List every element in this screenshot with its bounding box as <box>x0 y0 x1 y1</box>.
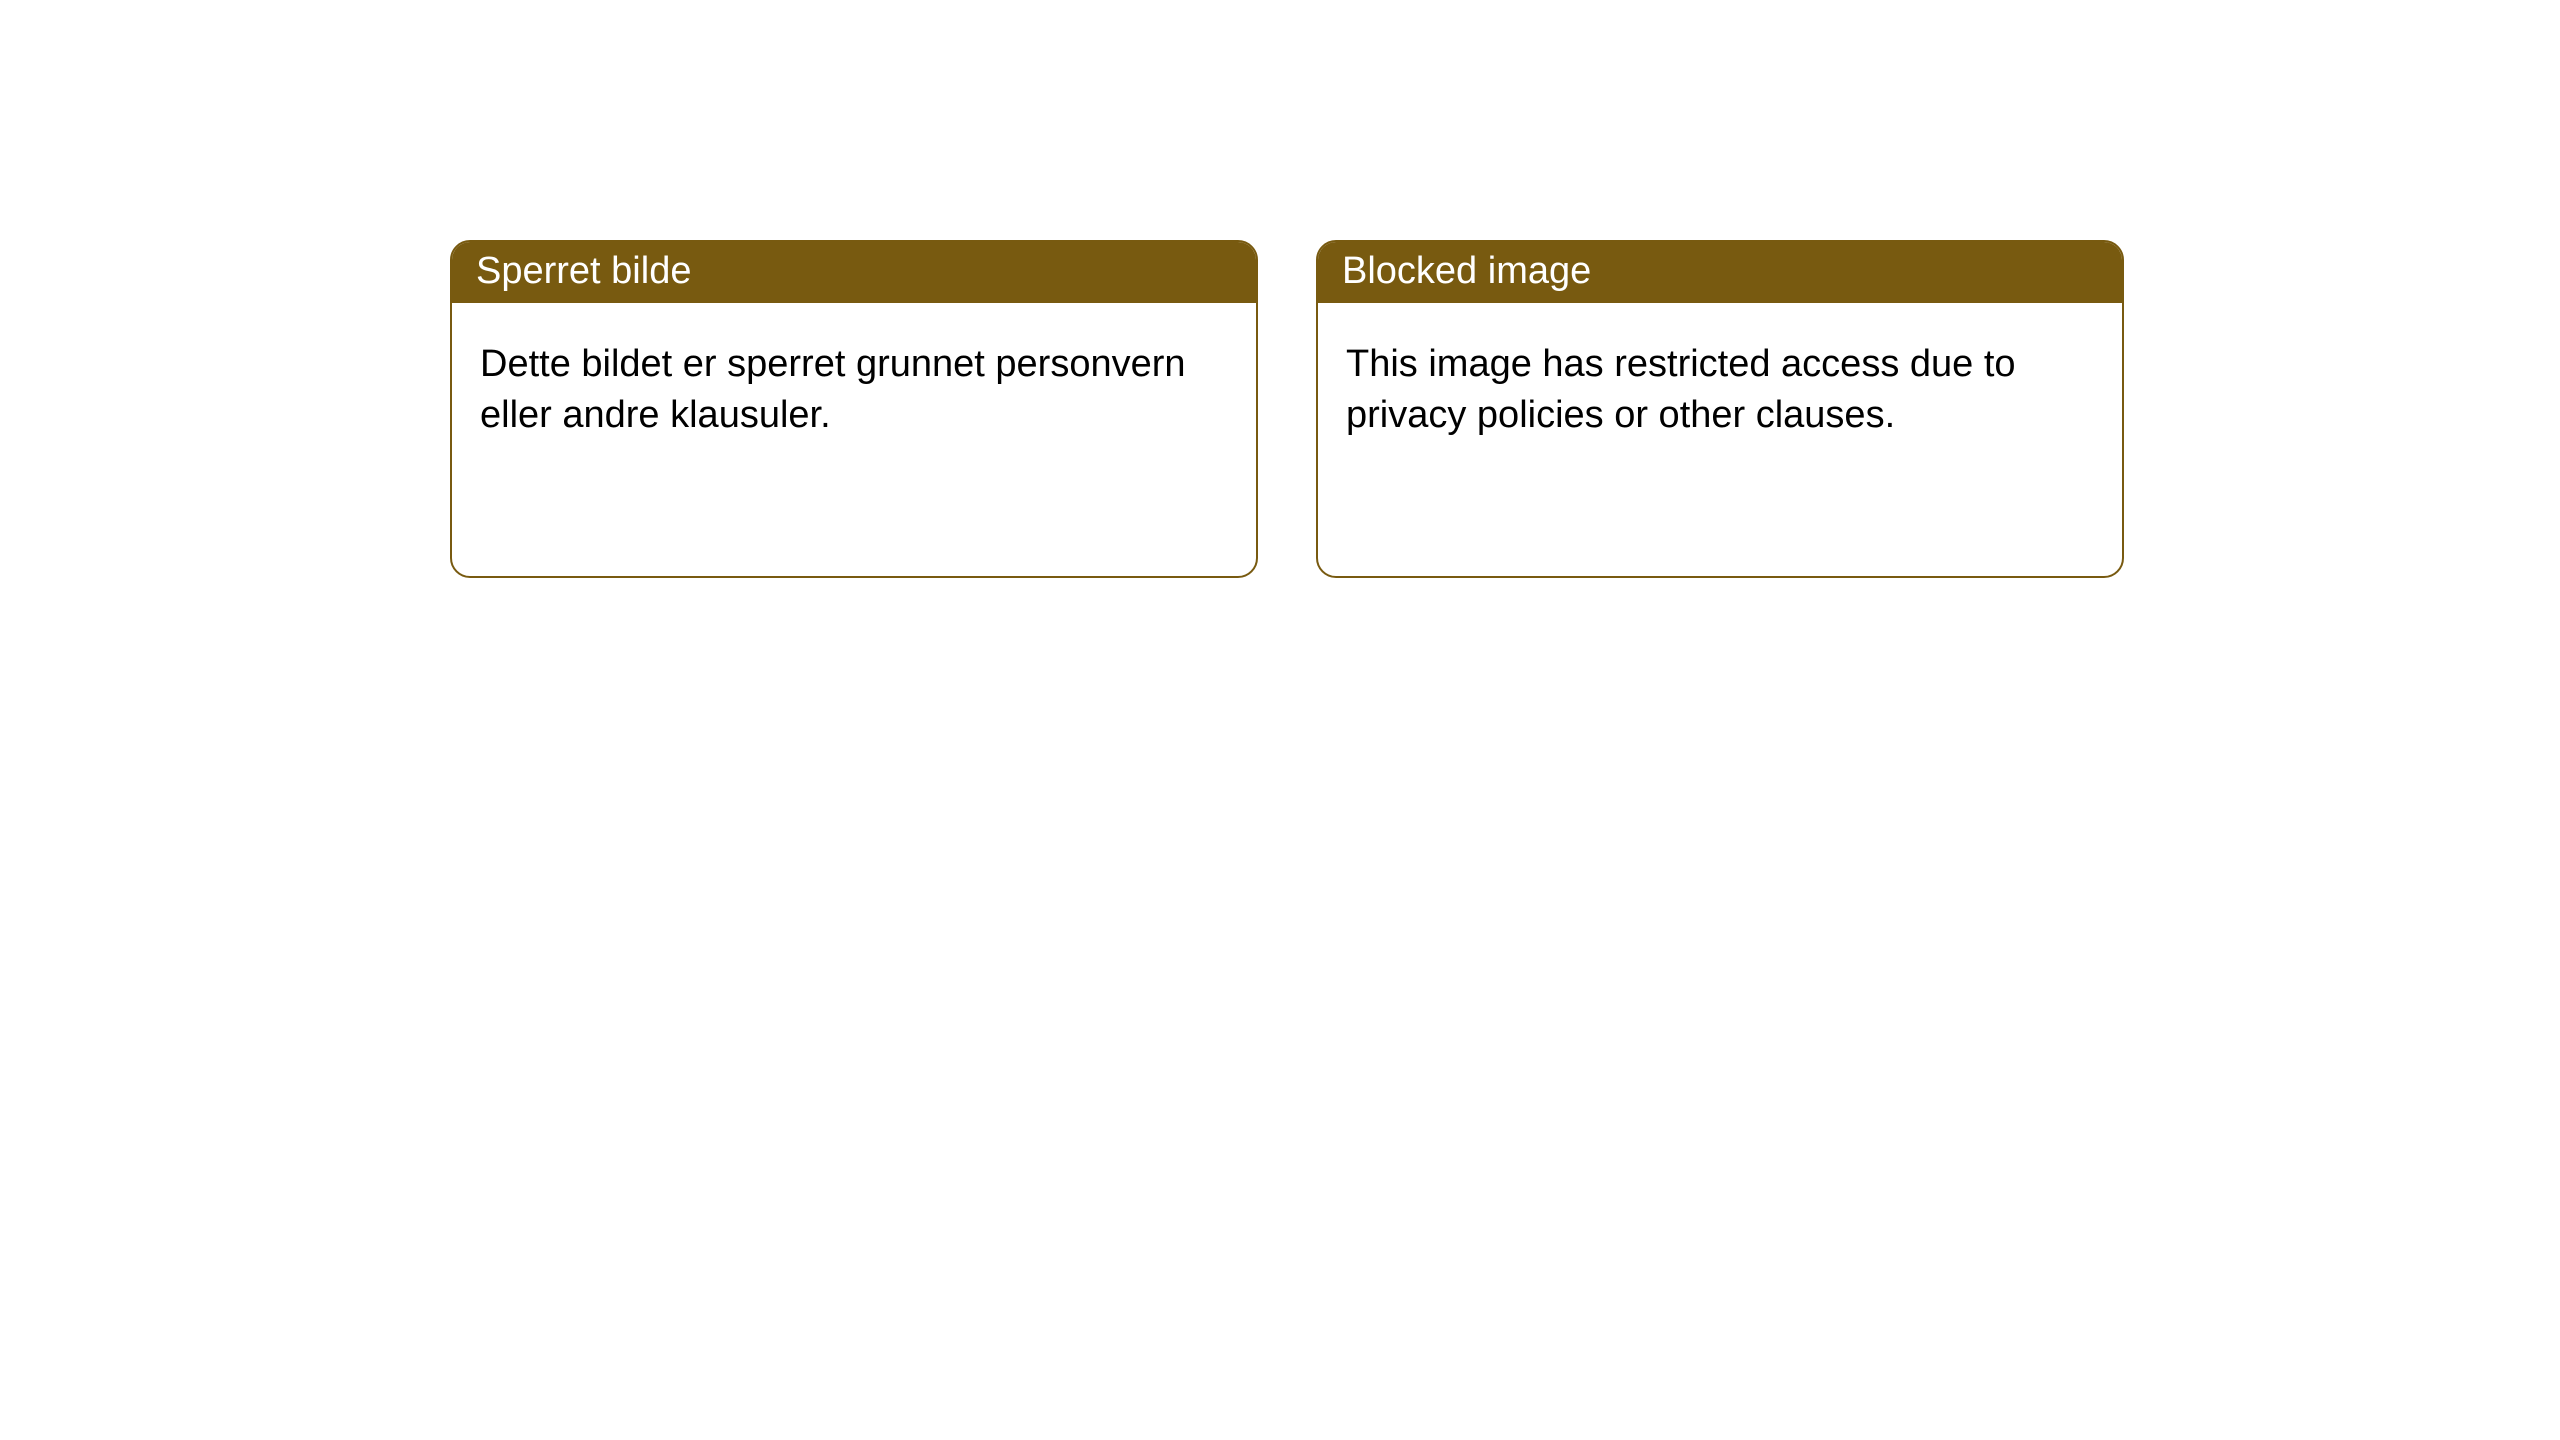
notice-cards-container: Sperret bilde Dette bildet er sperret gr… <box>0 0 2560 578</box>
notice-card-title: Blocked image <box>1318 242 2122 303</box>
notice-card-english: Blocked image This image has restricted … <box>1316 240 2124 578</box>
notice-card-body: Dette bildet er sperret grunnet personve… <box>452 303 1256 478</box>
notice-card-body: This image has restricted access due to … <box>1318 303 2122 478</box>
notice-card-title: Sperret bilde <box>452 242 1256 303</box>
notice-card-norwegian: Sperret bilde Dette bildet er sperret gr… <box>450 240 1258 578</box>
